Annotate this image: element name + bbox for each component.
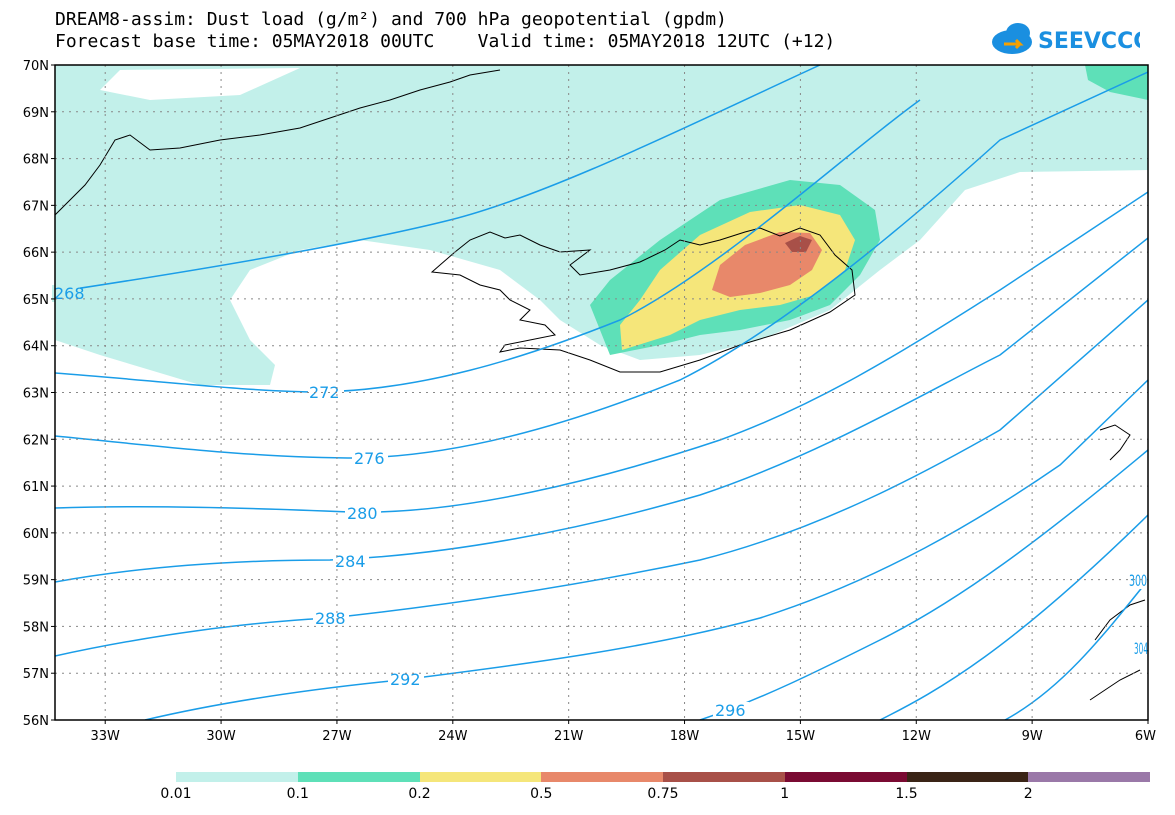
legend-swatch (176, 772, 298, 782)
contour-labels: 268 272 276 280 284 288 292 296 300 304 (52, 284, 1148, 720)
longitude-label: 24W (438, 729, 468, 744)
longitude-label: 33W (91, 729, 121, 744)
graticule (55, 65, 1148, 720)
seevccc-logo: SEEVCCC (992, 23, 1140, 54)
latitude-label: 64N (23, 340, 49, 355)
legend-tick-label: 0.5 (530, 786, 553, 802)
contour-label: 296 (715, 701, 746, 720)
contour-label: 288 (315, 609, 346, 628)
title-line-1: DREAM8-assim: Dust load (g/m²) and 700 h… (55, 9, 727, 30)
legend-swatch (419, 772, 542, 782)
longitude-label: 9W (1022, 729, 1043, 744)
scotland-coastline (1089, 424, 1146, 701)
legend-tick-label: 0.75 (647, 786, 679, 802)
cloud-icon (992, 23, 1032, 54)
latitude-label: 60N (23, 527, 49, 542)
latitude-label: 63N (23, 387, 49, 402)
contour-label: 304 (1134, 639, 1148, 658)
longitude-label: 21W (554, 729, 584, 744)
geopotential-contours (55, 65, 1148, 720)
iceland-coastline (430, 227, 856, 373)
legend-tick-label: 0.1 (286, 786, 309, 802)
longitude-label: 6W (1135, 729, 1156, 744)
contour-label: 300 (1129, 571, 1147, 590)
longitude-label: 15W (786, 729, 816, 744)
latitude-label: 67N (23, 199, 49, 214)
latitude-label: 58N (23, 620, 49, 635)
contour-label: 284 (335, 552, 366, 571)
latitude-label: 61N (23, 480, 49, 495)
legend-swatch (541, 772, 663, 782)
longitude-label: 12W (902, 729, 932, 744)
contour-label: 268 (54, 284, 85, 303)
legend-tick-label: 0.2 (408, 786, 431, 802)
title-line-2: Forecast base time: 05MAY2018 00UTC Vali… (55, 31, 836, 52)
latitude-label: 66N (23, 246, 49, 261)
longitude-label: 30W (206, 729, 236, 744)
legend-tick-label: 1 (780, 786, 790, 802)
contour-label: 272 (309, 383, 340, 402)
latitude-label: 70N (23, 59, 49, 74)
latitude-label: 62N (23, 433, 49, 448)
legend-tick-label: 2 (1023, 786, 1033, 802)
legend-tick-label: 1.5 (895, 786, 918, 802)
legend-swatch (784, 772, 907, 782)
dust-area-brown (785, 236, 812, 252)
legend-swatch (1028, 772, 1150, 782)
latitude-label: 56N (23, 714, 49, 729)
legend-swatch (906, 772, 1029, 782)
longitude-label: 18W (670, 729, 700, 744)
legend-swatch (297, 772, 420, 782)
latitude-label: 69N (23, 106, 49, 121)
contour-label: 280 (347, 504, 378, 523)
logo-text: SEEVCCC (1038, 29, 1140, 54)
greenland-coastline (55, 69, 501, 216)
dust-area-light-north (100, 68, 300, 100)
dust-area-light (55, 65, 1148, 385)
longitude-label: 27W (322, 729, 352, 744)
contour-label: 276 (354, 449, 385, 468)
latitude-label: 59N (23, 574, 49, 589)
color-legend (176, 772, 1150, 782)
contour-label: 292 (390, 670, 421, 689)
dust-area-green-ne (1085, 65, 1148, 100)
latitude-label: 65N (23, 293, 49, 308)
latitude-label: 68N (23, 153, 49, 168)
legend-tick-label: 0.01 (160, 786, 192, 802)
legend-swatch (663, 772, 785, 782)
latitude-label: 57N (23, 667, 49, 682)
